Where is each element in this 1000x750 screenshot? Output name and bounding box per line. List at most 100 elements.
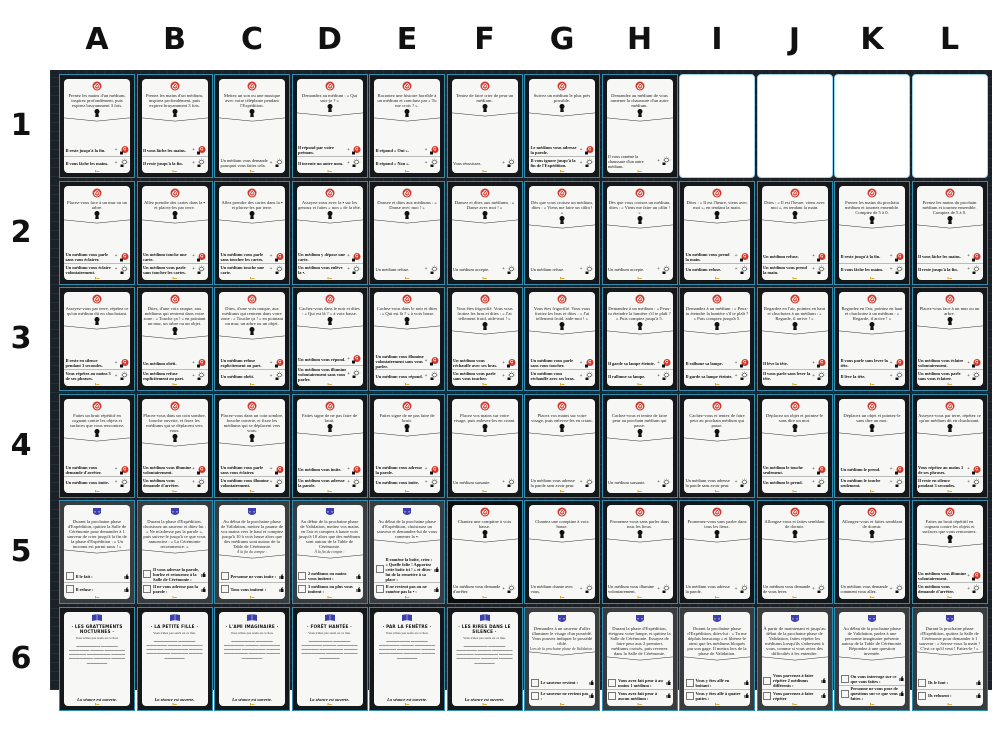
card-H2[interactable]: Dès que vous croisez un médium, dites : … xyxy=(601,180,678,285)
card-H6[interactable]: Durant la phase d'Expédition, éteignez v… xyxy=(601,606,678,711)
card-G3[interactable]: Vous êtes frigorifié. Vous vous frottez … xyxy=(524,287,600,391)
card-B4[interactable]: Placez-vous dans un coin sombre, bouche … xyxy=(136,393,213,498)
card-E2[interactable]: Dansez et dites aux médiums : « Danse av… xyxy=(369,180,445,285)
card-J2[interactable]: Dites : « Il est l'heure, viens avec moi… xyxy=(756,180,833,285)
card-A1[interactable]: Prenez les mains d'un médium, inspirez p… xyxy=(59,74,135,178)
card-D4[interactable]: Faites signe de ne pas faire de bruit. Un… xyxy=(291,393,368,498)
card-K2[interactable]: Prenez les mains du prochain médium et t… xyxy=(834,180,910,285)
card-B3[interactable]: Dites, d'une voix rauque, aux médiums qu… xyxy=(136,287,213,391)
card-prompt: Durant la phase d'Expédition, choisissez… xyxy=(143,519,206,549)
card-outcome: Il reste en silence pendant 3 secondes. + xyxy=(916,475,983,489)
spiral-icon xyxy=(92,81,102,91)
card-A3[interactable]: Asseyez-vous par terre, répétez ce qu'un… xyxy=(59,287,135,391)
card-B2[interactable]: Allez prendre des cartes dans la ▪ et pl… xyxy=(136,180,213,285)
card-L2[interactable]: Prenez les mains du prochain médium et t… xyxy=(911,180,988,285)
plus-sign: + xyxy=(192,360,195,366)
card-I6[interactable]: Durant la prochaine phase d'Expédition, … xyxy=(679,606,755,711)
card-C3[interactable]: Dites, d'une voix rauque, aux médiums qu… xyxy=(214,287,290,391)
card-G2[interactable]: Dès que vous croisez un médium, dites : … xyxy=(524,180,600,285)
plus-sign: + xyxy=(269,160,273,166)
card-H3[interactable]: Demandez à un médium : « Peux-tu éteindr… xyxy=(601,287,678,391)
thumb-icon xyxy=(821,693,826,698)
card-G1[interactable]: Suivez un médium le plus près possible. L… xyxy=(524,74,600,178)
card-J3[interactable]: Regardez en l'air, pointez en haut et ch… xyxy=(756,287,833,391)
card-F1[interactable]: Tentez de faire crier de peur un médium.… xyxy=(446,74,523,178)
card-footer-mark: ▮▬ xyxy=(249,382,255,386)
card-G4[interactable]: Placez vos mains sur votre visage, puis … xyxy=(524,393,600,498)
mask-icon xyxy=(170,508,179,515)
card-outcomes: Il reste jusqu'à la fin. + Il vous lâche l… xyxy=(839,251,905,276)
card-A6[interactable]: · LES GRATTEMENTS NOCTURNES · Vous n'êtes… xyxy=(59,606,135,711)
card-E6[interactable]: · PAR LA FENÊTRE · Vous n'êtes pas seuls … xyxy=(369,606,445,711)
card-I3[interactable]: Demandez à un médium : « Peux-tu éteindr… xyxy=(679,287,755,391)
card-footer-mark: ▮▬ xyxy=(249,275,255,280)
outcome-text: Un médium touche une carte. xyxy=(143,251,187,262)
card-F6[interactable]: · LES RIRES DANS LE SILENCE · Vous n'êtes… xyxy=(446,606,523,711)
card-H4[interactable]: Cachez-vous et tentez de faire peur au p… xyxy=(601,393,678,498)
card-outcomes: Un médium vous illumine volontairement. +… xyxy=(141,464,208,489)
card-I2[interactable]: Dites : « Il est l'heure, viens avec moi… xyxy=(679,180,755,285)
card-B1[interactable]: Prenez les mains d'un médium, inspirez p… xyxy=(136,74,213,178)
card-D3[interactable]: Cachez-vous dans le noir et dites : « Qu… xyxy=(291,287,368,391)
card-G6[interactable]: Demandez à un sauveur d'aller illuminer … xyxy=(524,606,600,711)
card-H1[interactable]: Demandez au médium de vous ramener la ch… xyxy=(601,74,678,178)
plus-sign: + xyxy=(424,358,428,364)
card-C1[interactable]: Mettez un son ou une musique avec votre … xyxy=(214,74,290,178)
card-face: Durant la prochaine phase d'Expédition, … xyxy=(916,611,983,706)
plus-sign: + xyxy=(114,267,118,272)
column-header-F: F xyxy=(474,22,495,57)
card-L5[interactable]: Faites un bruit répétitif en cognant con… xyxy=(911,500,988,604)
card-D6[interactable]: · FORÊT HANTÉE · Vous n'êtes pas seuls en… xyxy=(291,606,368,711)
card-K6[interactable]: Au début de la prochaine phase de Valida… xyxy=(834,606,910,711)
keyhole-icon xyxy=(869,215,875,224)
card-E3[interactable]: Cachez-vous dans le noir et dites : « Qu… xyxy=(369,287,445,391)
card-prompt: Au début de la prochaine phase de Valida… xyxy=(841,625,903,656)
card-prompt: Regardez en l'air, pointez en haut et ch… xyxy=(763,306,826,321)
card-E1[interactable]: Racontez une histoire horrible à un médi… xyxy=(369,74,445,178)
card-F3[interactable]: Vous êtes frigorifié. Vous vous frottez … xyxy=(446,287,523,391)
plus-sign: + xyxy=(269,360,273,366)
card-E5[interactable]: Au début de la prochaine phase d'Expédit… xyxy=(369,500,445,604)
card-I4[interactable]: Cachez-vous et tentez de faire peur au p… xyxy=(679,393,755,498)
spiral-icon xyxy=(945,188,954,197)
card-F5[interactable]: Chantez une comptine à voix basse. Un méd… xyxy=(446,500,523,604)
card-A4[interactable]: Faites un bruit répétitif en cognant con… xyxy=(59,393,135,498)
card-L6[interactable]: Durant la prochaine phase d'Expédition, … xyxy=(911,606,988,711)
card-F4[interactable]: Placez vos mains sur votre visage, puis … xyxy=(446,393,523,498)
card-D5[interactable]: Au début de la prochaine phase de Valida… xyxy=(291,500,368,604)
outcome-text: Un médium vous adresse la parole. xyxy=(685,584,730,594)
card-I5[interactable]: Promenez-vous sans parler dans tous les … xyxy=(679,500,755,604)
card-E4[interactable]: Faites signe de ne pas faire de bruit. Un… xyxy=(369,393,445,498)
card-J4[interactable]: Déplacez un objet et pointez-le sans dir… xyxy=(756,393,833,498)
divider-chevron xyxy=(64,549,130,554)
card-K5[interactable]: Allongez-vous et faites semblant de dorm… xyxy=(834,500,910,604)
card-G5[interactable]: Chantez une comptine à voix basse. Un méd… xyxy=(524,500,600,604)
card-J5[interactable]: Allongez-vous et faites semblant de dorm… xyxy=(756,500,833,604)
card-A2[interactable]: Placez-vous face à un mur ou un arbre. Un… xyxy=(59,180,135,285)
plus-sign: + xyxy=(269,254,273,259)
divider-chevron xyxy=(219,117,285,122)
card-C4[interactable]: Placez-vous dans un coin sombre, bouche … xyxy=(214,393,290,498)
column-header-K: K xyxy=(860,22,884,57)
card-K3[interactable]: Regardez en l'air, pointez en haut et ch… xyxy=(834,287,910,391)
spiral-icon xyxy=(739,359,748,368)
card-B6[interactable]: · LA PETITE FILLE · Vous n'êtes pas seuls… xyxy=(136,606,213,711)
card-H5[interactable]: Promenez-vous sans parler dans tous les … xyxy=(601,500,678,604)
card-L4[interactable]: Asseyez-vous par terre, répétez ce qu'un… xyxy=(911,393,988,498)
card-K4[interactable]: Déplacez un objet et pointez-le sans dir… xyxy=(834,393,910,498)
card-D2[interactable]: Asseyez-vous avec la ▪ sur les genoux et… xyxy=(291,180,368,285)
card-C5[interactable]: Au début de la prochaine phase de Valida… xyxy=(214,500,290,604)
card-D1[interactable]: Demandez au médium : « Qui suis-je ? » Il… xyxy=(291,74,368,178)
divider-chevron xyxy=(684,538,750,543)
card-outcome: Il ne vous adresse pas la parole : xyxy=(141,582,208,595)
card-C2[interactable]: Allez prendre des cartes dans la ▪ et pl… xyxy=(214,180,290,285)
card-B5[interactable]: Durant la phase d'Expédition, choisissez… xyxy=(136,500,213,604)
card-F2[interactable]: Dansez et dites aux médiums : « Danse av… xyxy=(446,180,523,285)
card-J6[interactable]: À partir de maintenant et jusqu'au début… xyxy=(756,606,833,711)
card-C6[interactable]: · L'AMI IMAGINAIRE · Vous n'êtes pas seul… xyxy=(214,606,290,711)
keyhole-icon xyxy=(792,210,797,219)
keyhole-icon xyxy=(559,530,565,538)
divider-chevron xyxy=(839,330,905,335)
card-L3[interactable]: Placez-vous face à un mur ou un arbre. Un… xyxy=(911,287,988,391)
card-A5[interactable]: Durant la prochaine phase d'Expédition, … xyxy=(59,500,135,604)
